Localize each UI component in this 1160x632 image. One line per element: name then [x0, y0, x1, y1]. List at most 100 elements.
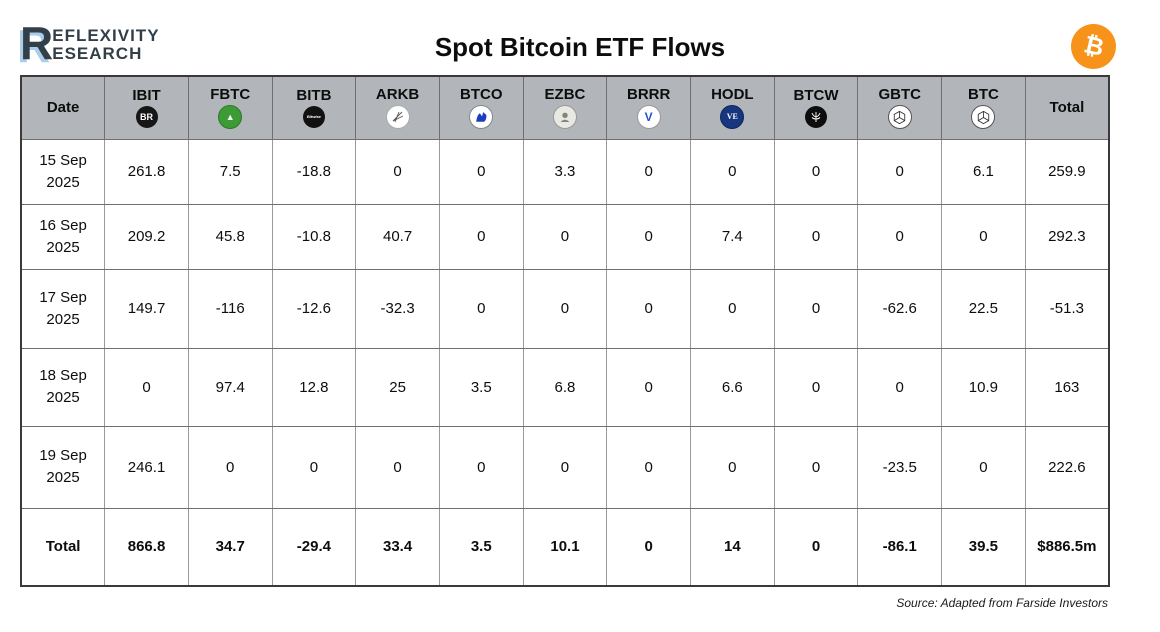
date-cell: 19 Sep 2025 — [20, 425, 106, 509]
total-value-cell: 39.5 — [941, 507, 1026, 587]
total-row-label: Total — [20, 507, 106, 587]
col-label: HODL — [711, 86, 754, 104]
header-row: Date IBIT BR FBTC ▲ BITB Bitwise ARKB BTCO EZBC BR… — [20, 75, 1110, 140]
flow-value-cell: 0 — [355, 425, 440, 509]
col-header-ARKB: ARKB — [355, 75, 440, 140]
flow-value-cell: 0 — [271, 425, 357, 509]
col-header-BITB: BITB Bitwise — [271, 75, 357, 140]
flow-value-cell: 45.8 — [187, 203, 273, 270]
flow-value-cell: 0 — [187, 425, 273, 509]
flow-value-cell: 0 — [773, 138, 859, 205]
source-attribution: Source: Adapted from Farside Investors — [896, 596, 1108, 610]
flow-value-cell: -51.3 — [1024, 268, 1110, 349]
flow-value-cell: 0 — [522, 203, 608, 270]
wisdomtree-icon — [805, 106, 828, 129]
flow-value-cell: 0 — [104, 347, 189, 427]
total-value-cell: 33.4 — [355, 507, 440, 587]
flow-value-cell: 10.9 — [941, 347, 1026, 427]
flow-value-cell: 6.1 — [941, 138, 1026, 205]
col-label: BRRR — [626, 86, 671, 104]
total-value-cell: 14 — [690, 507, 775, 587]
table-row: 17 Sep 2025 149.7 -116 -12.6 -32.3 0 0 0 0 0 -62.6… — [20, 268, 1110, 349]
table-body: 15 Sep 2025 261.8 7.5 -18.8 0 0 3.3 0 0 0 0 6.1 259.… — [20, 138, 1110, 587]
table-row: 15 Sep 2025 261.8 7.5 -18.8 0 0 3.3 0 0 0 0 6.1 259.… — [20, 138, 1110, 205]
col-label: Date — [46, 99, 80, 117]
flow-value-cell: 163 — [1024, 347, 1110, 427]
total-value-cell: 0 — [606, 507, 691, 587]
total-value-cell: 34.7 — [187, 507, 273, 587]
flow-value-cell: -18.8 — [271, 138, 357, 205]
col-label: BTC — [967, 86, 999, 104]
flow-value-cell: 292.3 — [1024, 203, 1110, 270]
flow-value-cell: 0 — [606, 268, 691, 349]
date-cell: 15 Sep 2025 — [20, 138, 106, 205]
flow-value-cell: 25 — [355, 347, 440, 427]
flow-value-cell: 3.5 — [438, 347, 524, 427]
flow-value-cell: 22.5 — [941, 268, 1026, 349]
flow-value-cell: 0 — [773, 347, 859, 427]
flow-value-cell: 149.7 — [104, 268, 189, 349]
flow-value-cell: 0 — [606, 138, 691, 205]
col-label: IBIT — [132, 87, 161, 105]
total-value-cell: -29.4 — [271, 507, 357, 587]
col-label: Total — [1049, 99, 1085, 117]
table-row: 16 Sep 2025 209.2 45.8 -10.8 40.7 0 0 0 7.4 0 0 0 29… — [20, 203, 1110, 270]
date-cell: 16 Sep 2025 — [20, 203, 106, 270]
col-header-IBIT: IBIT BR — [104, 75, 189, 140]
flow-value-cell: 12.8 — [271, 347, 357, 427]
ark-icon — [385, 105, 410, 130]
blackrock-icon: BR — [135, 106, 158, 129]
flow-value-cell: -116 — [187, 268, 273, 349]
col-header-BTC: BTC — [941, 75, 1026, 140]
flow-value-cell: 0 — [773, 425, 859, 509]
col-label: ARKB — [375, 86, 420, 104]
flow-value-cell: 7.5 — [187, 138, 273, 205]
total-value-cell: $886.5m — [1024, 507, 1110, 587]
flow-value-cell: 6.8 — [522, 347, 608, 427]
col-label: FBTC — [210, 86, 251, 104]
flow-value-cell: 0 — [857, 138, 943, 205]
flow-value-cell: 0 — [438, 268, 524, 349]
table-row: 18 Sep 2025 0 97.4 12.8 25 3.5 6.8 0 6.6 0 0 10.9 16… — [20, 347, 1110, 427]
total-row: Total 866.8 34.7 -29.4 33.4 3.5 10.1 0 14 0 -86.1 3… — [20, 507, 1110, 587]
flow-value-cell: 0 — [690, 138, 775, 205]
flow-value-cell: 0 — [522, 268, 608, 349]
col-label: BITB — [296, 87, 332, 105]
col-header-date: Date — [20, 75, 106, 140]
bitwise-icon: Bitwise — [302, 105, 325, 129]
grayscale-icon — [887, 105, 912, 130]
col-header-total: Total — [1024, 75, 1110, 140]
col-label: BTCO — [460, 86, 503, 104]
page-title: Spot Bitcoin ETF Flows — [434, 32, 726, 62]
flow-value-cell: 209.2 — [104, 203, 189, 270]
flow-value-cell: -62.6 — [857, 268, 943, 349]
total-value-cell: 10.1 — [522, 507, 608, 587]
logo-r-mark: R — [20, 17, 53, 69]
flow-value-cell: 0 — [522, 425, 608, 509]
col-label: GBTC — [878, 86, 921, 104]
flow-value-cell: 97.4 — [187, 347, 273, 427]
logo-line-1: EFLEXIVITY — [52, 26, 160, 46]
col-header-BRRR: BRRR V — [606, 75, 691, 140]
vaneck-icon: VE — [720, 105, 745, 130]
flow-value-cell: 0 — [773, 268, 859, 349]
flow-value-cell: 3.3 — [522, 138, 608, 205]
flow-value-cell: 0 — [857, 347, 943, 427]
flow-value-cell: 0 — [941, 425, 1026, 509]
total-value-cell: 0 — [773, 507, 859, 587]
valkyrie-icon: V — [636, 105, 661, 130]
col-header-EZBC: EZBC — [522, 75, 608, 140]
flow-value-cell: 0 — [606, 425, 691, 509]
flow-value-cell: 246.1 — [104, 425, 189, 509]
flow-value-cell: 0 — [355, 138, 440, 205]
total-value-cell: 3.5 — [438, 507, 524, 587]
date-cell: 17 Sep 2025 — [20, 268, 106, 349]
flow-value-cell: 0 — [438, 138, 524, 205]
col-label: BTCW — [793, 87, 839, 105]
flow-value-cell: 0 — [773, 203, 859, 270]
date-cell: 18 Sep 2025 — [20, 347, 106, 427]
total-value-cell: -86.1 — [857, 507, 943, 587]
flow-value-cell: 0 — [438, 203, 524, 270]
logo-line-2: ESEARCH — [52, 43, 143, 63]
